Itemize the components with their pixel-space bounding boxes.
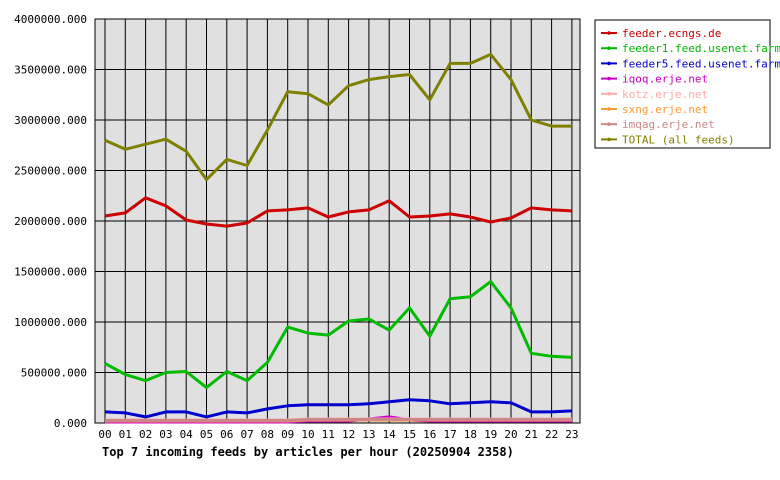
x-tick-label: 00 xyxy=(98,428,111,441)
x-tick-label: 04 xyxy=(180,428,194,441)
legend-entry: kotz.erje.net xyxy=(622,88,708,101)
legend-entry: TOTAL (all feeds) xyxy=(622,133,735,146)
x-tick-label: 18 xyxy=(464,428,477,441)
x-tick-label: 02 xyxy=(139,428,152,441)
x-tick-label: 16 xyxy=(423,428,436,441)
legend-entry: feeder1.feed.usenet.farm xyxy=(622,42,780,55)
x-tick-label: 05 xyxy=(200,428,213,441)
series-line xyxy=(104,196,572,228)
y-tick-label: 1000000.000 xyxy=(14,316,87,329)
y-tick-label: 3500000.000 xyxy=(14,64,87,77)
legend-box xyxy=(594,19,771,149)
x-tick-label: 13 xyxy=(362,428,375,441)
y-tick-label: 2000000.000 xyxy=(14,215,87,228)
x-tick-label: 22 xyxy=(545,428,558,441)
legend-marker xyxy=(607,107,611,111)
series-line xyxy=(105,418,572,422)
legend-entry: imqag.erje.net xyxy=(622,118,715,131)
y-tick-label: 3000000.000 xyxy=(14,114,87,127)
legend-marker xyxy=(607,46,611,50)
x-tick-label: 20 xyxy=(504,428,517,441)
y-axis: 0.000 500000.000 1000000.000 1500000.000 200… xyxy=(14,13,87,430)
x-tick-label: 06 xyxy=(220,428,233,441)
x-tick-label: 23 xyxy=(565,428,578,441)
legend-entry: iqoq.erje.net xyxy=(622,73,708,86)
x-tick-label: 01 xyxy=(119,428,132,441)
x-axis: 00 01 02 03 04 05 06 07 08 09 10 11 12 13 14 15 16 17 18 19… xyxy=(98,428,578,441)
legend-entry: feeder5.feed.usenet.farm xyxy=(622,57,780,70)
x-tick-label: 08 xyxy=(261,428,274,441)
x-tick-label: 03 xyxy=(159,428,172,441)
y-tick-label: 4000000.000 xyxy=(14,13,87,26)
x-tick-label: 07 xyxy=(240,428,253,441)
legend-marker xyxy=(607,61,611,66)
legend-marker xyxy=(607,122,611,126)
y-tick-label: 500000.000 xyxy=(21,367,87,380)
y-tick-label: 1500000.000 xyxy=(14,266,87,279)
x-tick-label: 21 xyxy=(525,428,538,441)
plot-frame xyxy=(94,18,581,424)
legend-marker xyxy=(607,92,611,96)
x-tick-label: 19 xyxy=(484,428,497,441)
x-tick-label: 10 xyxy=(301,428,314,441)
series-line xyxy=(104,52,572,182)
legend-entry: sxng.erje.net xyxy=(622,103,708,116)
x-tick-label: 14 xyxy=(383,428,397,441)
chart-title: Top 7 incoming feeds by articles per hou… xyxy=(102,445,514,459)
series-layer xyxy=(104,52,572,424)
x-tick-label: 15 xyxy=(403,428,416,441)
legend: feeder.ecngs.de feeder1.feed.usenet.farm f… xyxy=(594,19,780,149)
legend-entry: feeder.ecngs.de xyxy=(622,27,721,40)
y-tick-label: 0.000 xyxy=(54,417,87,430)
series-line xyxy=(104,280,572,390)
x-tick-label: 17 xyxy=(443,428,456,441)
legend-marker xyxy=(607,76,611,81)
series-line xyxy=(104,398,572,419)
x-tick-label: 11 xyxy=(322,428,335,441)
legend-marker xyxy=(607,31,611,35)
x-tick-label: 12 xyxy=(342,428,355,441)
legend-marker xyxy=(607,137,611,142)
y-tick-label: 2500000.000 xyxy=(14,165,87,178)
x-tick-label: 09 xyxy=(281,428,294,441)
